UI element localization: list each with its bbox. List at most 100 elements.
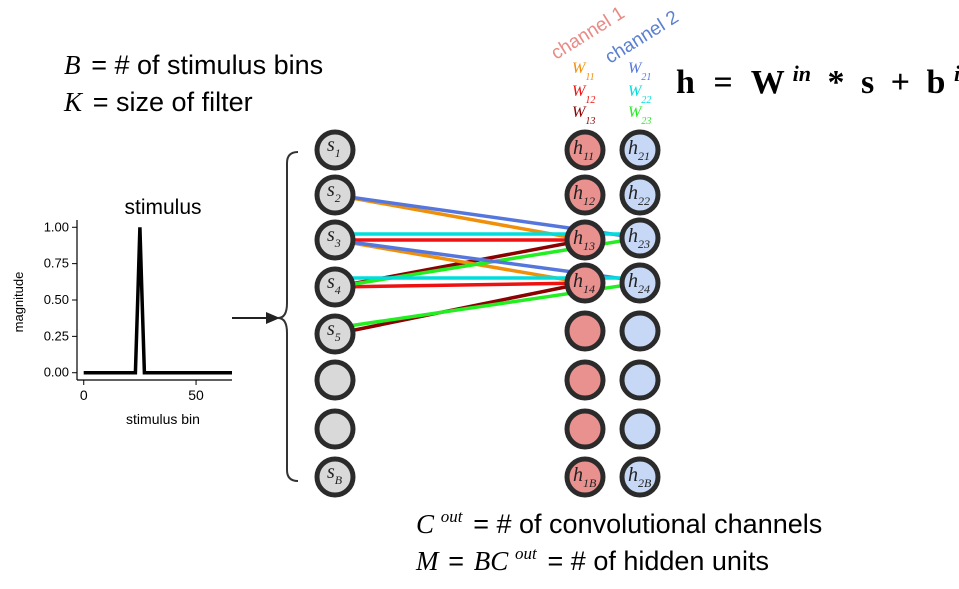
hidden-node-h22-label: h22 [628, 182, 650, 208]
y-tick-label: 0.25 [44, 328, 69, 343]
hidden-node-h21-circle [619, 129, 661, 171]
stimulus-node-s4-circle [314, 266, 356, 308]
formula-s: s [861, 64, 874, 101]
hidden-node-h24-circle [619, 262, 661, 304]
weight-w21: W21 [628, 60, 651, 83]
hidden-node-h25 [619, 310, 661, 352]
y-tick-label: 0.00 [44, 365, 69, 380]
stimulus-node-column: s1 s2 s3 s4 s5 sB [314, 129, 356, 498]
plot-y-label: magnitude [11, 272, 26, 333]
y-tick-label: 0.75 [44, 256, 69, 271]
stimulus-node-s2: s2 [314, 174, 356, 216]
formula-b-sup: in [954, 61, 959, 86]
definition-k: K = size of filter [63, 87, 253, 117]
stimulus-node-sB: sB [314, 456, 356, 498]
x-tick-label: 50 [188, 387, 204, 403]
stimulus-node-s1-circle [314, 129, 356, 171]
hidden-node-h12-circle [564, 174, 606, 216]
c-definition: = # of convolutional channels [473, 509, 822, 539]
stimulus-node-s4-label: s4 [327, 271, 341, 297]
hidden-node-h11-circle [564, 129, 606, 171]
stimulus-node-s5-circle [314, 313, 356, 355]
hidden-node-h23-circle [619, 217, 661, 259]
y-tick-label: 0.50 [44, 292, 69, 307]
hidden-node-h27 [619, 408, 661, 450]
weight-labels-channel-2: W21 W22 W23 [628, 60, 651, 127]
plot-title: stimulus [124, 196, 201, 219]
c-superscript: out [441, 507, 464, 526]
arrow-head [266, 312, 280, 324]
formula: h = W in * s + b in [676, 52, 959, 101]
hidden-node-h17 [564, 408, 606, 450]
b-symbol: B [64, 50, 81, 80]
hidden-node-h12-label: h12 [573, 182, 595, 208]
hidden-node-h2B-circle [619, 456, 661, 498]
hidden-node-h1B: h1B [564, 456, 606, 498]
weight-w13: W13 [572, 104, 595, 127]
hidden-node-h16 [564, 359, 606, 401]
definition-b: B = # of stimulus bins [64, 50, 323, 80]
connection-w12-s4-h14 [334, 281, 586, 289]
formula-W: W [751, 64, 785, 101]
stimulus-node-s2-label: s2 [327, 179, 341, 205]
m-superscript: out [515, 544, 538, 563]
hidden-node-h14: h14 [564, 262, 606, 304]
stimulus-node-sB-circle [314, 456, 356, 498]
stimulus-line [83, 227, 232, 375]
hidden-node-h22-circle [619, 174, 661, 216]
k-symbol: K [63, 87, 84, 117]
formula-h: h [676, 64, 695, 101]
m-symbol: M [415, 546, 440, 576]
m-definition: = # of hidden units [548, 546, 769, 576]
stimulus-node-s1: s1 [314, 129, 356, 171]
stimulus-node-s5: s5 [314, 313, 356, 355]
stimulus-node-s2-circle [314, 174, 356, 216]
hidden-node-h23: h23 [619, 217, 661, 259]
weight-w11: W11 [572, 60, 595, 83]
hidden-node-h22: h22 [619, 174, 661, 216]
m-equals: = [448, 546, 464, 576]
hidden-node-h1B-label: h1B [573, 464, 597, 490]
stimulus-node-s6 [314, 359, 356, 401]
b-definition: = # of stimulus bins [91, 50, 323, 80]
formula-plus: + [891, 64, 910, 101]
hidden-node-h12: h12 [564, 174, 606, 216]
formula-eq: = [713, 64, 732, 101]
m-bc: BC [474, 546, 509, 576]
y-tick-label: 1.00 [44, 219, 69, 234]
hidden-node-h21: h21 [619, 129, 661, 171]
hidden-node-h21-label: h21 [628, 137, 650, 163]
plot-x-label: stimulus bin [126, 411, 200, 427]
stimulus-node-sB-label: sB [327, 461, 343, 487]
formula-b: b [927, 64, 946, 101]
weight-w22: W22 [628, 83, 651, 106]
hidden-node-h13-circle [564, 219, 606, 261]
weight-w12: W12 [572, 83, 595, 106]
definition-c: C out = # of convolutional channels [416, 498, 822, 539]
hidden-node-h15 [564, 310, 606, 352]
hidden-node-h2B: h2B [619, 456, 661, 498]
hidden-node-h2B-label: h2B [628, 464, 652, 490]
hidden-node-h11-label: h11 [573, 137, 594, 163]
weight-labels-channel-1: W11 W12 W13 [572, 60, 595, 127]
plot-ticks: 1.00 0.75 0.50 0.25 0.00 0 50 [44, 219, 204, 403]
stimulus-node-s3-circle [314, 219, 356, 261]
hidden-node-h13: h13 [564, 219, 606, 261]
stimulus-node-s3-label: s3 [327, 224, 341, 250]
definition-m: M = BC out = # of hidden units [415, 535, 769, 576]
k-definition: = size of filter [93, 87, 253, 117]
hidden-node-h13-label: h13 [573, 227, 595, 253]
x-tick-label: 0 [80, 387, 88, 403]
input-brace [277, 151, 299, 482]
stimulus-node-s1-label: s1 [327, 134, 341, 160]
channel-1-hidden-column: h11 h12 h13 h14 h1B [564, 129, 606, 498]
hidden-node-h24-label: h24 [628, 270, 650, 296]
hidden-node-h26 [619, 359, 661, 401]
stimulus-node-s5-label: s5 [327, 318, 341, 344]
formula-W-sup: in [793, 61, 811, 86]
hidden-node-h1B-circle [564, 456, 606, 498]
hidden-node-h14-label: h14 [573, 270, 595, 296]
channel-2-hidden-column: h21 h22 h23 h24 h2B [619, 129, 661, 498]
